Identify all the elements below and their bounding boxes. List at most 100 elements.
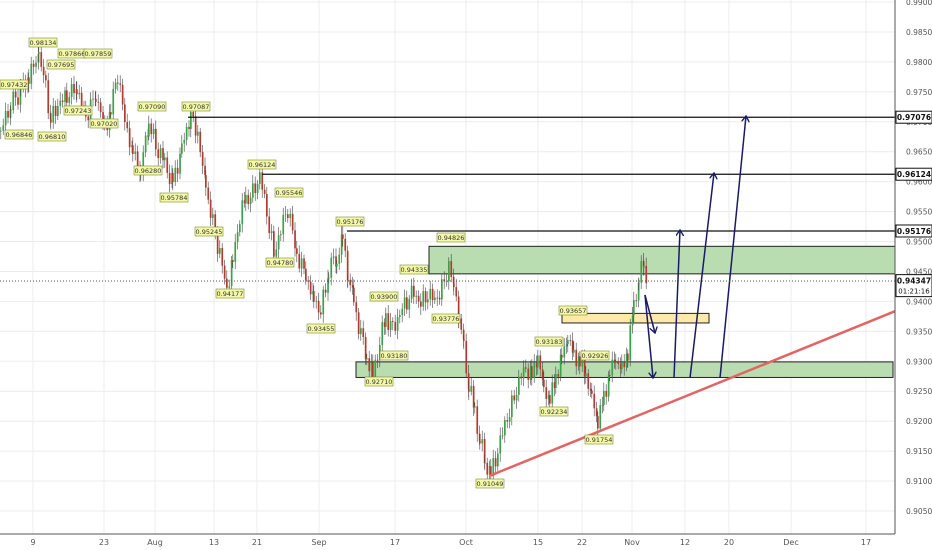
candle-body [470,385,473,392]
level-price-tag-bg [895,224,932,238]
swing-label: 0.96124 [247,159,277,170]
swing-label-bg [364,376,394,387]
level-price-tag: 0.97076 [895,110,932,124]
swing-label-text: 0.93180 [381,352,408,360]
swing-label-text: 0.97243 [65,107,92,115]
time-tick-label: 13 [209,538,219,547]
candle-body [4,111,7,126]
candle-body [486,462,489,475]
time-tick-label: 12 [680,538,690,547]
projection-arrow [644,294,653,378]
candle-body [150,123,153,135]
swing-label-bg [133,165,163,176]
candle-body [324,289,327,293]
swing-label-bg [83,48,113,59]
candle-body [148,123,150,137]
candle-body [2,125,5,131]
candle-body [599,405,602,429]
price-tick-label: 0.90500 [906,507,932,516]
candle-body [561,354,563,358]
swing-label-text: 0.93657 [560,307,587,315]
candle-body [263,189,266,194]
candle-body [256,183,259,194]
candle-body [132,145,134,154]
swing-label: 0.91049 [475,478,505,489]
candle-body [47,80,50,114]
level-price-tag: 0.95176 [895,224,932,238]
candle-body [239,224,241,233]
candle-body [70,84,73,97]
candle-body [332,256,335,258]
candle-body [205,174,207,188]
swing-label-bg [369,291,399,302]
candle-body [112,89,115,115]
swing-label-bg [181,101,211,112]
candle-body [342,234,344,239]
candle-body [457,296,460,320]
candle-body [249,197,252,205]
candle-body [50,119,52,123]
candle-body [296,248,298,254]
candle-body [28,77,30,84]
candle-body [14,91,17,98]
candle-body [396,317,399,331]
candle-body [506,420,509,422]
candle-body [64,90,66,103]
swing-label: 0.93183 [534,336,564,347]
swing-label-text: 0.96124 [249,161,276,169]
candle-body [573,349,575,353]
time-tick-label: Dec [783,538,798,547]
candle-body [368,358,371,372]
projection-arrows [644,116,746,378]
candle-body [484,462,486,464]
candle-body [35,62,37,67]
candle-body [110,112,112,115]
candle-body [303,258,305,269]
swing-label-text: 0.94177 [217,290,244,298]
candle-body [192,112,195,117]
candle-body [595,408,598,417]
swing-label-text: 0.97695 [48,61,75,69]
candle-body [357,312,360,335]
candle-body [291,213,294,231]
candle-body [617,360,620,365]
candle-body [385,313,387,327]
candle-body [80,92,83,106]
swing-label-bg [0,79,29,90]
candle-body [347,279,349,281]
candle-body [631,315,634,326]
candle-body [581,357,584,367]
candle-body [462,329,465,340]
candle-body [455,287,458,297]
candle-body [537,355,539,368]
current-price-tag-bg [895,274,932,298]
chart-grid [0,0,895,534]
candle-body [232,260,234,262]
pullback-zone [561,312,710,324]
candle-body [627,353,629,361]
swing-label: 0.97090 [137,101,167,112]
candle-body [183,139,186,144]
candle-body [188,126,190,129]
swing-label-text: 0.95245 [196,228,223,236]
candle-body [623,362,626,368]
time-tick-label: 15 [533,538,543,547]
candle-body [114,82,117,90]
candle-body [403,297,406,309]
candle-body [277,235,280,250]
candle-body [216,233,219,254]
candle-body [401,308,404,316]
candle-body [557,374,560,377]
candle-body [320,312,322,315]
candle-body [99,102,102,113]
candle-body [370,362,373,372]
swing-label-bg [159,192,189,203]
candle-body [543,379,545,388]
candle-body [241,200,244,225]
